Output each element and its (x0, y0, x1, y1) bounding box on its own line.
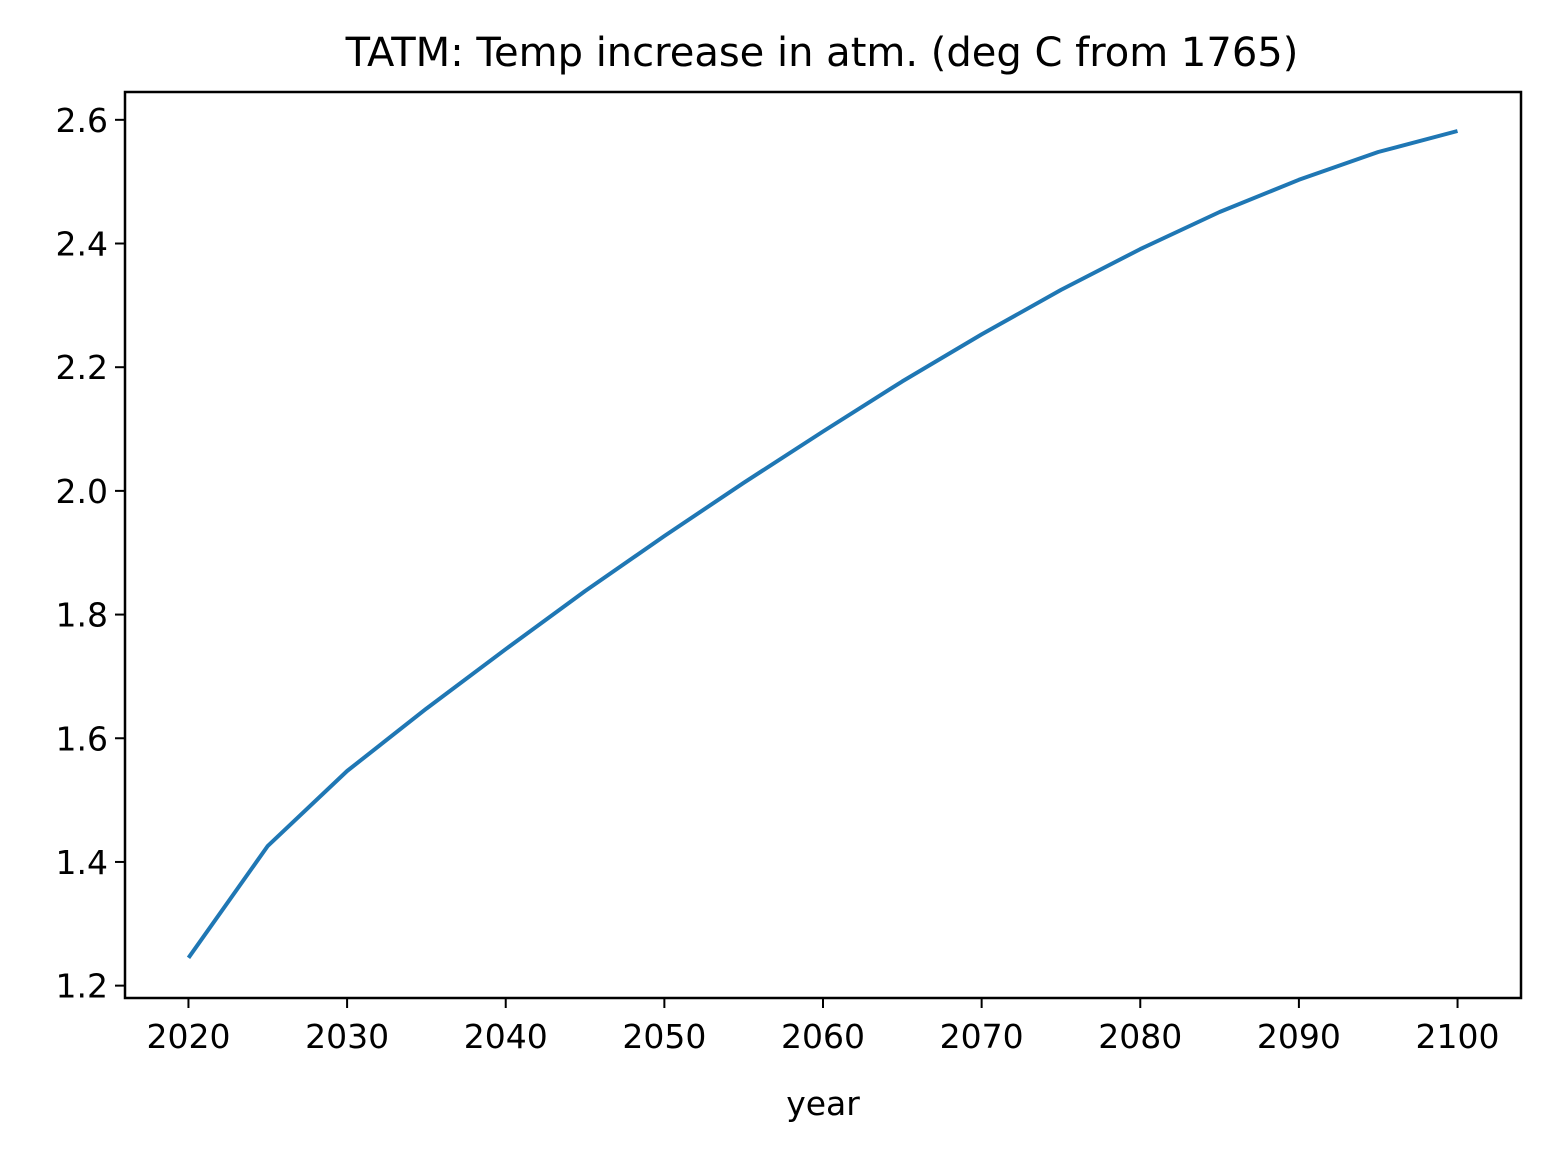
x-tick-label: 2050 (622, 1017, 706, 1056)
plot-frame (123, 90, 1523, 1000)
series-line (186, 129, 1459, 959)
x-tick-label: 2100 (1416, 1017, 1500, 1056)
x-tick-label: 2030 (305, 1017, 389, 1056)
x-tick-label: 2020 (146, 1017, 230, 1056)
y-tick-label: 2.2 (56, 348, 108, 387)
x-axis-label: year (786, 1084, 860, 1123)
x-tick-label: 2040 (464, 1017, 548, 1056)
x-tick-label: 2090 (1257, 1017, 1341, 1056)
x-tick-label: 2070 (940, 1017, 1024, 1056)
y-tick-label: 1.2 (56, 967, 108, 1006)
x-axis-ticks: 2020 2030 2040 2050 2060 2070 2080 2090 2100 (146, 998, 1500, 1056)
x-tick-label: 2060 (781, 1017, 865, 1056)
y-tick-label: 1.6 (56, 719, 108, 758)
chart-title: TATM: Temp increase in atm. (deg C from … (345, 30, 1299, 76)
series-layer (186, 129, 1459, 959)
y-tick-label: 2.4 (56, 225, 108, 264)
y-tick-label: 2.6 (56, 101, 108, 140)
y-axis-ticks: 1.2 1.4 1.6 1.8 2.0 2.2 2.4 2.6 (56, 101, 125, 1006)
y-tick-label: 1.8 (56, 596, 108, 635)
y-tick-label: 2.0 (56, 472, 108, 511)
x-tick-label: 2080 (1098, 1017, 1182, 1056)
y-tick-label: 1.4 (56, 843, 108, 882)
